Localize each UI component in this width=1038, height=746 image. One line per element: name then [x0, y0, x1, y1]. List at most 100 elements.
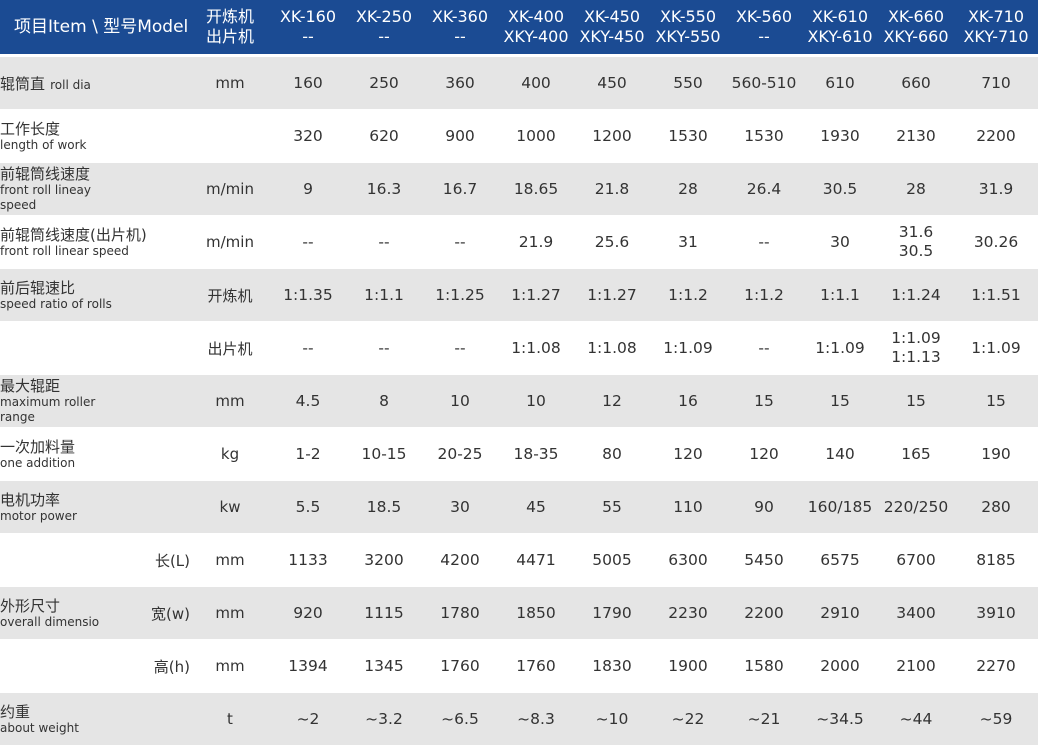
value-line: 2200: [976, 126, 1016, 145]
row-label-cn: 外形尺寸: [0, 596, 61, 615]
value-cell: ~10: [574, 693, 650, 746]
value-line: 20-25: [437, 444, 483, 463]
value-cell: 1:1.27: [498, 269, 574, 322]
row-unit: t: [190, 693, 270, 746]
value-cell: --: [422, 216, 498, 269]
row-sublabel: [125, 110, 190, 163]
table-header: 项目Item \ 型号Model 开炼机 出片机 XK-160 -- XK-250-…: [0, 0, 1038, 57]
value-line: 1:1.2: [668, 285, 708, 304]
value-cell: 400: [498, 57, 574, 110]
value-cell: 10: [498, 375, 574, 428]
value-line: 250: [369, 73, 399, 92]
value-line: 2130: [896, 126, 936, 145]
value-line: 1000: [516, 126, 556, 145]
value-line: 4200: [440, 550, 480, 569]
value-line: 1:1.09: [815, 338, 865, 357]
value-line: 8185: [976, 550, 1016, 569]
row-sublabel: [125, 57, 190, 110]
value-line: 16.3: [366, 179, 402, 198]
table-row: 一次加料量 one addition kg 1-2 10-15 20-25 18-35 80 1…: [0, 428, 1038, 481]
value-line: ~2: [296, 709, 320, 728]
value-line: 120: [673, 444, 703, 463]
model-name-line: XK-660: [887, 7, 945, 26]
value-cell: 10-15: [346, 428, 422, 481]
model-header: XK-610 XKY-610: [802, 0, 878, 57]
value-cell: 1:1.08: [574, 322, 650, 375]
row-label-en: about weight: [0, 720, 79, 735]
row-label-en: length of work: [0, 137, 87, 152]
value-cell: 1760: [498, 640, 574, 693]
model-name-line: XKY-660: [883, 27, 949, 46]
value-cell: 28: [878, 163, 954, 216]
value-cell: 4.5: [270, 375, 346, 428]
value-line: 1:1.35: [283, 285, 333, 304]
value-line: 15: [830, 391, 850, 410]
row-unit: mm: [190, 57, 270, 110]
table-row: 约重 about weight t ~2 ~3.2 ~6.5 ~8.3 ~10 ~22 ~21 ~3…: [0, 693, 1038, 746]
row-label: [0, 322, 125, 375]
value-cell: ~22: [650, 693, 726, 746]
row-sublabel: 宽(w): [125, 587, 190, 640]
model-name-line: --: [454, 27, 466, 46]
value-cell: 12: [574, 375, 650, 428]
row-sublabel: [125, 322, 190, 375]
value-line: 3200: [364, 550, 404, 569]
value-cell: 2270: [954, 640, 1038, 693]
value-line: 3400: [896, 603, 936, 622]
value-cell: 160/185: [802, 481, 878, 534]
value-cell: 5.5: [270, 481, 346, 534]
model-name-line: --: [378, 27, 390, 46]
value-line: 120: [749, 444, 779, 463]
value-line: 15: [906, 391, 926, 410]
value-cell: 21.8: [574, 163, 650, 216]
value-cell: 6700: [878, 534, 954, 587]
value-line: 16.7: [442, 179, 478, 198]
value-cell: 1530: [650, 110, 726, 163]
row-label-cn: 辊筒直: [0, 74, 46, 93]
model-header: XK-400 XKY-400: [498, 0, 574, 57]
value-line: 560-510: [731, 73, 797, 92]
table-row: 电机功率 motor power kw 5.5 18.5 30 45 55 110 90 160/1…: [0, 481, 1038, 534]
value-line: 165: [901, 444, 931, 463]
value-cell: 2200: [954, 110, 1038, 163]
value-cell: 31.6 30.5: [878, 216, 954, 269]
value-line: 18.5: [366, 497, 402, 516]
value-cell: 1:1.24: [878, 269, 954, 322]
value-line: 220/250: [883, 497, 949, 516]
row-label: 前后辊速比 speed ratio of rolls: [0, 269, 125, 322]
value-cell: 1780: [422, 587, 498, 640]
row-label: 约重 about weight: [0, 693, 125, 746]
value-line: 9: [303, 179, 313, 198]
table-row: 前辊筒线速度(出片机) front roll linear speed m/min -…: [0, 216, 1038, 269]
value-cell: ~8.3: [498, 693, 574, 746]
value-line: 160/185: [807, 497, 873, 516]
value-cell: 1:1.35: [270, 269, 346, 322]
value-cell: 1:1.25: [422, 269, 498, 322]
value-cell: 16.3: [346, 163, 422, 216]
value-line: 2100: [896, 656, 936, 675]
model-header: XK-160 --: [270, 0, 346, 57]
value-cell: 2130: [878, 110, 954, 163]
value-line: 1930: [820, 126, 860, 145]
row-label-en: front roll lineay speed: [0, 183, 91, 212]
row-label: 电机功率 motor power: [0, 481, 125, 534]
value-cell: 4471: [498, 534, 574, 587]
value-line: 18.65: [513, 179, 559, 198]
value-cell: 1:1.09 1:1.13: [878, 322, 954, 375]
row-sublabel: 高(h): [125, 640, 190, 693]
value-line: 1830: [592, 656, 632, 675]
row-label-cn: 前后辊速比: [0, 278, 76, 297]
value-cell: 1-2: [270, 428, 346, 481]
value-line: 1:1.1: [820, 285, 860, 304]
value-cell: 15: [802, 375, 878, 428]
value-line: 1790: [592, 603, 632, 622]
value-line: ~44: [899, 709, 933, 728]
value-line: 1530: [744, 126, 784, 145]
row-label-cn: 一次加料量: [0, 437, 76, 456]
value-cell: 15: [878, 375, 954, 428]
value-cell: 1:1.2: [650, 269, 726, 322]
value-line: 10: [526, 391, 546, 410]
value-cell: --: [270, 216, 346, 269]
row-label-en: maximum roller range: [0, 395, 96, 424]
